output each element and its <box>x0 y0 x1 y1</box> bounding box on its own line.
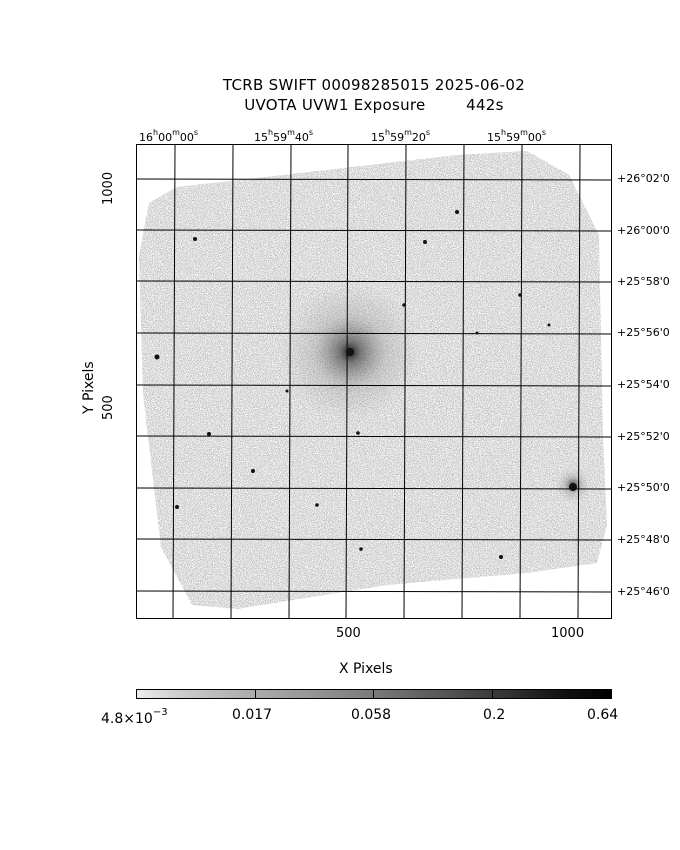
point-sources <box>154 210 577 559</box>
colorbar-divider-3 <box>492 689 493 699</box>
point-source-6 <box>251 469 255 473</box>
point-source-14 <box>359 547 363 551</box>
image-plot-area <box>136 144 612 619</box>
point-source-1 <box>569 483 577 491</box>
point-source-10 <box>356 431 360 435</box>
grid-line-dec-3 <box>137 332 611 335</box>
point-source-13 <box>315 503 319 507</box>
point-source-4 <box>207 432 211 436</box>
grid-line-dec-1 <box>137 229 611 232</box>
y-axis-label: Y Pixels <box>81 361 97 414</box>
point-source-7 <box>423 240 427 244</box>
dec-tick-6: +25°50'0 <box>617 481 670 494</box>
point-source-12 <box>518 293 522 297</box>
colorbar-divider-2 <box>373 689 374 699</box>
coordinate-grid <box>137 145 611 618</box>
point-source-15 <box>285 389 289 393</box>
dec-tick-5: +25°52'0 <box>617 430 670 443</box>
point-source-5 <box>175 505 179 509</box>
ra-tick-3: 15h59m00s <box>487 128 547 144</box>
x-axis-label: X Pixels <box>339 661 393 677</box>
exposure-footprint <box>139 151 607 609</box>
colorbar-divider-1 <box>255 689 256 699</box>
point-source-8 <box>455 210 459 214</box>
grid-line-ra-6 <box>519 145 523 618</box>
ra-tick-0: 16h00m00s <box>139 128 199 144</box>
dec-tick-1: +26°00'0 <box>617 224 670 237</box>
point-source-3 <box>193 237 197 241</box>
dec-tick-2: +25°58'0 <box>617 275 670 288</box>
dec-tick-4: +25°54'0 <box>617 378 670 391</box>
grid-line-ra-5 <box>461 145 465 618</box>
grid-line-dec-7 <box>137 538 611 541</box>
grid-line-dec-4 <box>137 384 611 387</box>
dec-tick-0: +26°02'0 <box>617 172 670 185</box>
colorbar-tick-2: 0.058 <box>351 707 392 723</box>
sky-image <box>137 145 611 618</box>
colorbar <box>136 689 612 699</box>
colorbar-tick-0: 4.8×10−3 <box>101 707 168 727</box>
grid-line-dec-0 <box>137 178 611 181</box>
point-source-0 <box>346 348 354 356</box>
grid-line-ra-7 <box>577 145 581 618</box>
point-source-11 <box>402 303 406 307</box>
dec-tick-7: +25°48'0 <box>617 533 670 546</box>
colorbar-tick-3: 0.2 <box>483 707 506 723</box>
plot-title-line-1: TCRB SWIFT 00098285015 2025-06-02 <box>222 76 526 94</box>
point-source-17 <box>475 331 479 335</box>
dec-tick-3: +25°56'0 <box>617 326 670 339</box>
y-tick-500: 500 <box>101 395 116 420</box>
grid-line-dec-6 <box>137 487 611 490</box>
point-source-2 <box>154 354 160 360</box>
point-source-9 <box>499 555 503 559</box>
colorbar-tick-4: 0.64 <box>587 707 619 723</box>
dec-tick-8: +25°46'0 <box>617 585 670 598</box>
x-tick-500: 500 <box>336 626 361 641</box>
point-source-16 <box>547 323 551 327</box>
grid-line-dec-2 <box>137 280 611 283</box>
plot-title-line-2: UVOTA UVW1 Exposure 442s <box>244 96 504 114</box>
x-tick-1000: 1000 <box>551 626 585 641</box>
grid-line-dec-8 <box>137 590 611 593</box>
y-tick-1000: 1000 <box>101 171 116 205</box>
grid-line-dec-5 <box>137 435 611 438</box>
ra-tick-2: 15h59m20s <box>371 128 431 144</box>
ra-tick-1: 15h59m40s <box>254 128 314 144</box>
colorbar-tick-1: 0.017 <box>232 707 273 723</box>
